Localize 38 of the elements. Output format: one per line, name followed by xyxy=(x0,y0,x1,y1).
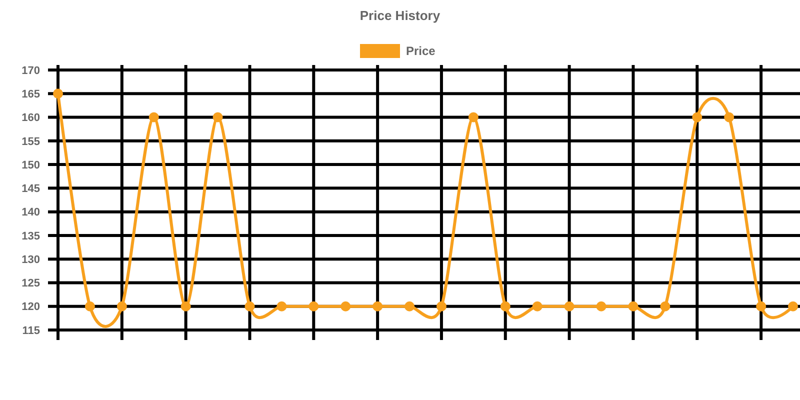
point xyxy=(276,301,287,312)
y-tick-label: 140 xyxy=(22,206,40,219)
point xyxy=(148,112,159,122)
point xyxy=(788,301,798,312)
point xyxy=(500,301,510,312)
point xyxy=(84,301,95,312)
point xyxy=(308,301,319,312)
y-tick-label: 125 xyxy=(22,278,40,290)
point xyxy=(372,301,383,312)
point xyxy=(53,88,63,99)
y-tick-label: 130 xyxy=(22,254,40,266)
point xyxy=(180,301,191,312)
point xyxy=(724,112,734,122)
point xyxy=(660,301,670,312)
point xyxy=(564,301,574,312)
y-tick-label: 115 xyxy=(22,324,40,337)
point xyxy=(756,301,766,312)
point xyxy=(532,301,542,312)
point xyxy=(628,301,638,312)
point xyxy=(692,112,702,122)
point xyxy=(436,301,446,312)
y-tick-label: 150 xyxy=(22,159,40,172)
point xyxy=(404,301,415,312)
point xyxy=(596,301,606,312)
point xyxy=(244,301,255,312)
y-tick-label: 160 xyxy=(22,112,40,124)
legend-title: Price History xyxy=(360,8,441,23)
y-tick-label: 170 xyxy=(22,64,40,77)
point xyxy=(340,301,351,312)
y-tick-label: 120 xyxy=(22,301,40,314)
y-tick-label: 135 xyxy=(22,230,40,242)
y-tick-label: 165 xyxy=(22,88,40,100)
legend-label: Price xyxy=(406,44,436,58)
point xyxy=(116,301,127,312)
point xyxy=(212,112,223,122)
point xyxy=(468,112,478,122)
y-tick-label: 155 xyxy=(22,136,40,148)
y-tick-label: 145 xyxy=(22,183,40,196)
